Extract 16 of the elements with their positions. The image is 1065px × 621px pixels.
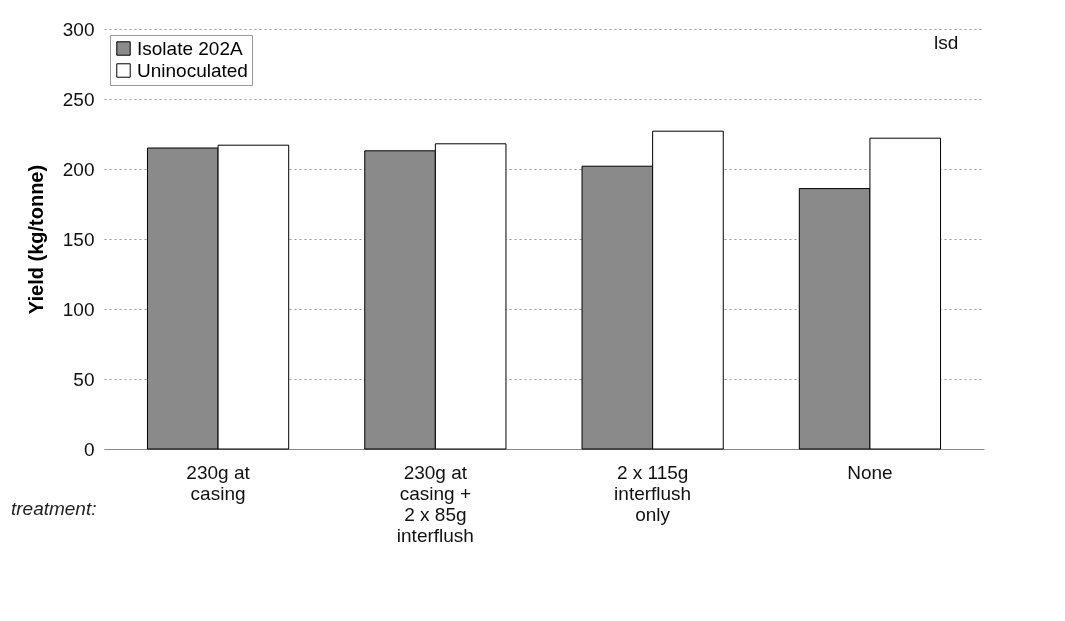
y-tick-label: 50 xyxy=(73,368,95,390)
y-tick-label: 300 xyxy=(62,18,95,40)
legend-label: Isolate 202A xyxy=(137,37,243,59)
y-tick-label: 250 xyxy=(62,88,95,110)
x-tick-label: 2 x 115g interflush only xyxy=(614,461,692,525)
x-tick-label: 230g at casing xyxy=(186,461,251,504)
x-tick-label: 230g at casing + 2 x 85g interflush xyxy=(396,461,474,546)
y-tick-label: 200 xyxy=(62,158,95,180)
y-tick-label: 0 xyxy=(83,438,95,460)
y-axis-title: Yield (kg/tonne) xyxy=(24,164,47,315)
x-axis-title: treatment: xyxy=(10,497,97,519)
y-tick-label: 100 xyxy=(62,298,95,320)
annotation: lsd xyxy=(934,32,959,53)
legend-label: Uninoculated xyxy=(137,59,248,81)
x-tick-label: None xyxy=(847,461,893,483)
y-tick-label: 150 xyxy=(62,228,95,250)
